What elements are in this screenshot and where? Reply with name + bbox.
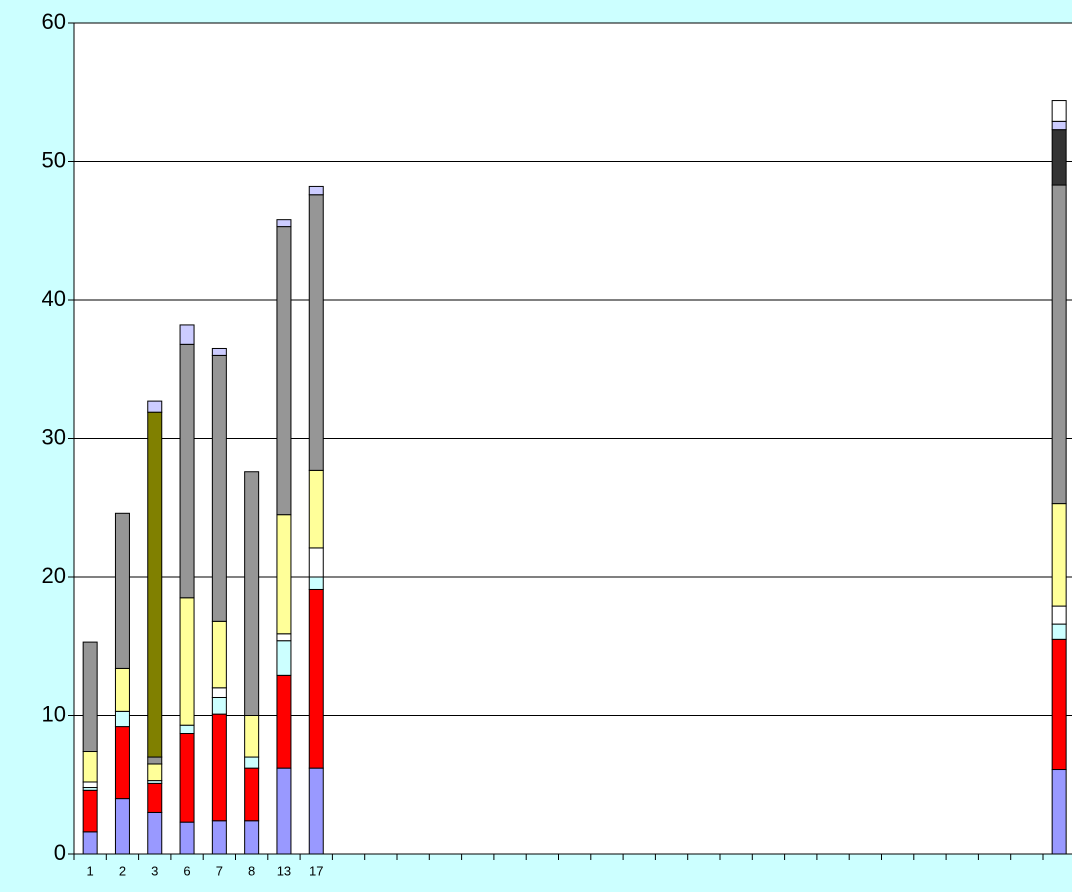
bar-segment [276, 219, 292, 228]
bar-segment [147, 411, 163, 758]
bar-segment [147, 756, 163, 765]
bar-segment [211, 820, 227, 855]
bar-segment [1051, 769, 1067, 855]
bar-segment [211, 347, 227, 356]
x-tick-label: 8 [248, 863, 255, 878]
bar-segment [308, 469, 324, 549]
bar-segment [1051, 129, 1067, 186]
bar-segment [1051, 120, 1067, 131]
bar-segment [82, 831, 98, 855]
bar-segment [1051, 638, 1067, 771]
x-tick-label: 13 [277, 863, 291, 878]
bar-segment [308, 588, 324, 769]
bar-segment [211, 354, 227, 622]
bar-segment [244, 756, 260, 769]
bar-segment [1051, 184, 1067, 505]
bar-segment [179, 821, 195, 855]
bar-segment [179, 724, 195, 735]
bar-segment [308, 185, 324, 196]
bar-segment [211, 620, 227, 689]
bar-segment [308, 547, 324, 578]
bar-segment [114, 798, 130, 855]
bar-segment [147, 400, 163, 413]
bar-segment [1051, 100, 1067, 122]
y-tick-label: 10 [42, 701, 66, 726]
bar-segment [179, 597, 195, 726]
y-tick-label: 30 [42, 424, 66, 449]
bar-segment [211, 713, 227, 822]
bar-segment [276, 514, 292, 635]
x-tick-label: 2 [119, 863, 126, 878]
bar-segment [244, 471, 260, 716]
bar-segment [179, 733, 195, 823]
bar-segment [114, 512, 130, 669]
bar-segment [82, 641, 98, 753]
bar-segment [276, 674, 292, 769]
bar-segment [244, 820, 260, 855]
bar-segment [1051, 605, 1067, 625]
bar-segment [1051, 503, 1067, 607]
y-tick-label: 40 [42, 286, 66, 311]
bar-segment [82, 781, 98, 789]
x-tick-label: 17 [309, 863, 323, 878]
x-tick-label: 3 [151, 863, 158, 878]
bar-segment [308, 767, 324, 855]
bar-segment [147, 763, 163, 782]
bar-segment [179, 343, 195, 599]
bar-segment [114, 667, 130, 712]
bar-segment [276, 640, 292, 676]
bar-segment [244, 715, 260, 758]
bar-segment [276, 767, 292, 855]
y-tick-label: 50 [42, 147, 66, 172]
bar-segment [82, 789, 98, 833]
bar-segment [211, 687, 227, 698]
x-tick-label: 7 [216, 863, 223, 878]
x-tick-label: 6 [183, 863, 190, 878]
bar-segment [244, 767, 260, 822]
bar-segment [276, 633, 292, 642]
bar-segment [147, 782, 163, 813]
bar-segment [308, 194, 324, 471]
bar-segment [147, 811, 163, 855]
bar-segment [114, 710, 130, 728]
bar-segment [276, 226, 292, 516]
bar-segment [308, 576, 324, 590]
y-tick-label: 60 [42, 9, 66, 34]
bar-segment [179, 324, 195, 345]
y-tick-label: 20 [42, 563, 66, 588]
y-tick-label: 0 [54, 840, 66, 865]
bar-segment [82, 751, 98, 783]
bar-segment [211, 696, 227, 715]
x-tick-label: 1 [87, 863, 94, 878]
bar-segment [114, 726, 130, 800]
bar-segment [1051, 623, 1067, 640]
